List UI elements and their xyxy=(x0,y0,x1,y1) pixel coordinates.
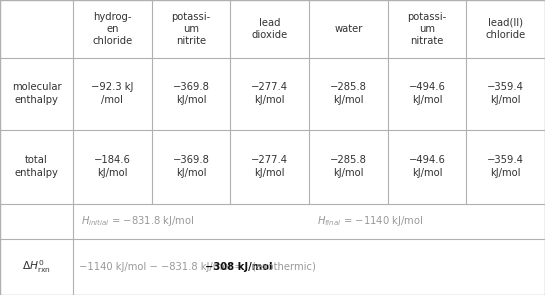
Text: $\Delta H^0_{\mathrm{rxn}}$: $\Delta H^0_{\mathrm{rxn}}$ xyxy=(22,259,51,275)
Text: −1140 kJ/mol − −831.8 kJ/mol =: −1140 kJ/mol − −831.8 kJ/mol = xyxy=(79,262,246,272)
Text: −277.4
kJ/mol: −277.4 kJ/mol xyxy=(251,155,288,178)
Text: −285.8
kJ/mol: −285.8 kJ/mol xyxy=(330,155,367,178)
Text: potassi-
um
nitrate: potassi- um nitrate xyxy=(407,12,446,46)
Text: potassi-
um
nitrite: potassi- um nitrite xyxy=(171,12,210,46)
Text: total
enthalpy: total enthalpy xyxy=(15,155,58,178)
Text: (exothermic): (exothermic) xyxy=(249,262,316,272)
Text: −308 kJ/mol: −308 kJ/mol xyxy=(204,262,272,272)
Text: −359.4
kJ/mol: −359.4 kJ/mol xyxy=(487,83,524,105)
Text: lead
dioxide: lead dioxide xyxy=(252,18,288,40)
Text: −277.4
kJ/mol: −277.4 kJ/mol xyxy=(251,83,288,105)
Text: −369.8
kJ/mol: −369.8 kJ/mol xyxy=(173,83,209,105)
Text: −369.8
kJ/mol: −369.8 kJ/mol xyxy=(173,155,209,178)
Text: $\mathit{H}_{\mathit{final}}$ = −1140 kJ/mol: $\mathit{H}_{\mathit{final}}$ = −1140 kJ… xyxy=(317,214,423,228)
Text: lead(II)
chloride: lead(II) chloride xyxy=(486,18,526,40)
Text: −494.6
kJ/mol: −494.6 kJ/mol xyxy=(409,83,445,105)
Text: water: water xyxy=(334,24,362,34)
Text: molecular
enthalpy: molecular enthalpy xyxy=(11,83,61,105)
Text: −359.4
kJ/mol: −359.4 kJ/mol xyxy=(487,155,524,178)
Text: −92.3 kJ
/mol: −92.3 kJ /mol xyxy=(91,83,134,105)
Text: $\mathit{H}_{\mathit{initial}}$ = −831.8 kJ/mol: $\mathit{H}_{\mathit{initial}}$ = −831.8… xyxy=(81,214,195,228)
Text: −494.6
kJ/mol: −494.6 kJ/mol xyxy=(409,155,445,178)
Text: −285.8
kJ/mol: −285.8 kJ/mol xyxy=(330,83,367,105)
Text: hydrog-
en
chloride: hydrog- en chloride xyxy=(92,12,132,46)
Text: −184.6
kJ/mol: −184.6 kJ/mol xyxy=(94,155,131,178)
